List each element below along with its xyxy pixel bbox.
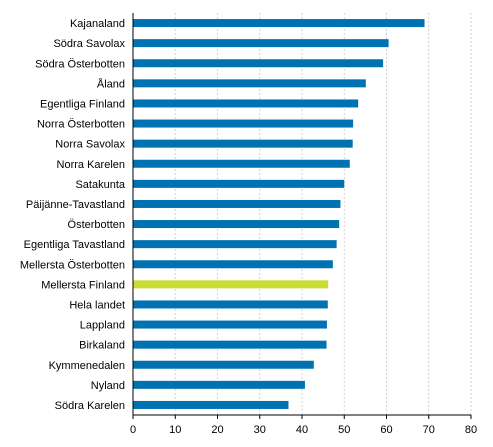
category-label: Österbotten xyxy=(68,219,125,231)
category-label: Norra Savolax xyxy=(55,139,125,151)
category-label: Södra Österbotten xyxy=(35,58,125,70)
category-label: Egentliga Tavastland xyxy=(24,239,125,251)
bar-hela-landet xyxy=(133,300,328,309)
x-tick-label: 40 xyxy=(296,424,308,436)
bar-kajanaland xyxy=(133,19,425,28)
bar-åland xyxy=(133,79,366,88)
bar-birkaland xyxy=(133,340,327,349)
x-tick-label: 20 xyxy=(211,424,223,436)
bar-norra-karelen xyxy=(133,159,350,168)
bar-kymmenedalen xyxy=(133,360,314,369)
category-label: Åland xyxy=(97,77,125,90)
bar-södra-savolax xyxy=(133,39,389,48)
x-axis: 0 10 20 30 40 50 60 70 80 xyxy=(130,13,477,436)
x-tick-label: 60 xyxy=(380,424,392,436)
bar-mellersta-finland xyxy=(133,280,329,289)
category-label: Kymmenedalen xyxy=(49,360,125,372)
category-label: Södra Karelen xyxy=(55,400,125,412)
category-label: Mellersta Finland xyxy=(41,279,125,291)
category-label: Södra Savolax xyxy=(53,38,125,50)
category-label: Mellersta Österbotten xyxy=(20,259,125,271)
category-labels: Kajanaland Södra Savolax Södra Österbotten… xyxy=(20,18,126,412)
x-tick-label: 30 xyxy=(254,424,266,436)
bar-egentliga-finland xyxy=(133,99,359,108)
category-label: Nyland xyxy=(91,380,125,392)
category-label: Päijänne-Tavastland xyxy=(26,199,125,211)
category-label: Norra Österbotten xyxy=(37,119,125,131)
bar-päijänne-tavastland xyxy=(133,199,341,208)
x-tick-label: 80 xyxy=(465,424,477,436)
category-label: Birkaland xyxy=(79,340,125,352)
bar-egentliga-tavastland xyxy=(133,240,337,249)
bar-södra-karelen xyxy=(133,400,289,409)
x-tick-label: 0 xyxy=(130,424,136,436)
category-label: Norra Karelen xyxy=(57,159,125,171)
bar-norra-österbotten xyxy=(133,119,354,128)
bar-norra-savolax xyxy=(133,139,353,148)
bar-mellersta-österbotten xyxy=(133,260,333,269)
category-label: Lappland xyxy=(80,320,125,332)
bar-lappland xyxy=(133,320,327,329)
category-label: Satakunta xyxy=(75,179,125,191)
x-tick-label: 50 xyxy=(338,424,350,436)
category-label: Egentliga Finland xyxy=(40,98,125,110)
bar-satakunta xyxy=(133,179,345,188)
x-tick-label: 70 xyxy=(423,424,435,436)
bars xyxy=(133,19,425,409)
x-tick-label: 10 xyxy=(169,424,181,436)
category-label: Hela landet xyxy=(69,299,125,311)
grid-lines xyxy=(174,13,472,415)
category-label: Kajanaland xyxy=(70,18,125,30)
bar-södra-österbotten xyxy=(133,59,384,68)
bar-nyland xyxy=(133,380,305,389)
bar-österbotten xyxy=(133,220,340,229)
